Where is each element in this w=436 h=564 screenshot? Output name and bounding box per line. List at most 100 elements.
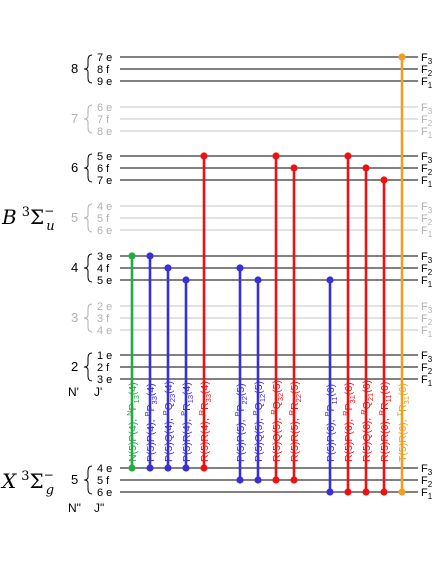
lower-j-axis-label: J" bbox=[94, 501, 104, 515]
transition-label: P(5)R(4), PR13(4) bbox=[179, 382, 195, 462]
upper-j-label: 6 e bbox=[97, 225, 112, 237]
upper-n-label: 4 bbox=[71, 260, 78, 275]
upper-f-label: F3 bbox=[421, 151, 433, 165]
transition-1 bbox=[128, 252, 136, 472]
transition-upper-dot bbox=[146, 252, 154, 260]
upper-n-axis-label: N' bbox=[68, 385, 79, 399]
transition-lower-dot bbox=[344, 488, 352, 496]
lower-f-label: F1 bbox=[421, 487, 433, 501]
transition-label: P(5)Q(4), PQ23(4) bbox=[161, 381, 177, 462]
upper-n-label: 7 bbox=[71, 111, 78, 126]
upper-f-label: F3 bbox=[421, 301, 433, 315]
transition-lower-dot bbox=[236, 476, 244, 484]
upper-group-n7: 7 6 e F3 7 f F2 8 e F1 bbox=[71, 102, 433, 140]
upper-f-label: F1 bbox=[421, 126, 433, 140]
upper-brace bbox=[83, 54, 93, 84]
upper-brace bbox=[83, 253, 93, 283]
upper-brace bbox=[83, 203, 93, 233]
transition-upper-dot bbox=[182, 276, 190, 284]
upper-j-label: 7 e bbox=[97, 175, 112, 187]
transition-upper-dot bbox=[290, 164, 298, 172]
upper-state-label: B 3Σ− u bbox=[1, 204, 55, 234]
transition-11 bbox=[344, 152, 352, 496]
upper-j-label: 3 f bbox=[97, 313, 110, 325]
transition-upper-dot bbox=[254, 276, 262, 284]
lower-brace bbox=[83, 465, 93, 495]
upper-f-label: F2 bbox=[421, 213, 433, 227]
upper-j-label: 5 f bbox=[97, 213, 110, 225]
transition-label: R(5)Q(5), RQ32(5) bbox=[269, 380, 285, 462]
transition-upper-dot bbox=[236, 264, 244, 272]
upper-f-label: F3 bbox=[421, 52, 433, 66]
upper-f-label: F2 bbox=[421, 263, 433, 277]
lower-f-label: F2 bbox=[421, 475, 433, 489]
transition-lower-dot bbox=[200, 464, 208, 472]
transition-upper-dot bbox=[362, 164, 370, 172]
upper-j-label: 6 e bbox=[97, 102, 112, 114]
transition-label: P(5)Q(5), PQ12(5) bbox=[251, 381, 267, 462]
upper-j-label: 3 e bbox=[97, 374, 112, 386]
transition-13 bbox=[380, 176, 388, 496]
transition-10 bbox=[326, 276, 334, 496]
upper-j-label: 2 e bbox=[97, 301, 112, 313]
upper-group-n3: 3 2 e F3 3 f F2 4 e F1 bbox=[71, 301, 433, 339]
transition-4 bbox=[182, 276, 190, 472]
transition-upper-dot bbox=[326, 276, 334, 284]
transition-lower-dot bbox=[398, 488, 406, 496]
transition-lower-dot bbox=[362, 488, 370, 496]
upper-j-label: 4 f bbox=[97, 263, 110, 275]
transition-label: R(5)R(6), RR11(6) bbox=[377, 382, 393, 462]
upper-f-label: F2 bbox=[421, 114, 433, 128]
upper-f-label: F1 bbox=[421, 374, 433, 388]
transition-14 bbox=[398, 53, 406, 496]
upper-j-label: 2 f bbox=[97, 362, 110, 374]
upper-j-axis-label: J' bbox=[94, 385, 102, 399]
transition-lower-dot bbox=[380, 488, 388, 496]
upper-n-label: 5 bbox=[71, 210, 78, 225]
transition-7 bbox=[254, 276, 262, 484]
upper-group-n6: 6 5 e F3 6 f F2 7 e F1 bbox=[71, 151, 433, 189]
transition-label: R(5)R(5), RR22(5) bbox=[287, 381, 303, 462]
transition-12 bbox=[362, 164, 370, 496]
upper-n-label: 3 bbox=[71, 310, 78, 325]
transition-lower-dot bbox=[290, 476, 298, 484]
upper-f-label: F2 bbox=[421, 64, 433, 78]
upper-brace bbox=[83, 303, 93, 333]
upper-f-label: F3 bbox=[421, 102, 433, 116]
transition-lower-dot bbox=[146, 464, 154, 472]
upper-j-label: 4 e bbox=[97, 201, 112, 213]
upper-j-label: 1 e bbox=[97, 350, 112, 362]
upper-f-label: F1 bbox=[421, 175, 433, 189]
transition-lower-dot bbox=[182, 464, 190, 472]
transition-label: P(5)P(5), PP22(5) bbox=[233, 383, 249, 462]
lower-n-label: 5 bbox=[71, 472, 78, 487]
upper-n-label: 6 bbox=[71, 160, 78, 175]
lower-f-label: F3 bbox=[421, 463, 433, 477]
lower-j-label: 4 e bbox=[97, 463, 112, 475]
transition-upper-dot bbox=[344, 152, 352, 160]
transition-5 bbox=[200, 152, 208, 472]
upper-f-label: F2 bbox=[421, 313, 433, 327]
upper-group-n2: 2 1 e F3 2 f F2 3 e F1 bbox=[71, 350, 433, 388]
upper-j-label: 5 e bbox=[97, 151, 112, 163]
transition-lower-dot bbox=[272, 476, 280, 484]
transition-lower-dot bbox=[254, 476, 262, 484]
upper-f-label: F2 bbox=[421, 163, 433, 177]
lower-n-axis-label: N" bbox=[68, 501, 81, 515]
upper-group-n4: 4 3 e F3 4 f F2 5 e F1 bbox=[71, 251, 433, 289]
upper-f-label: F3 bbox=[421, 251, 433, 265]
upper-f-label: F1 bbox=[421, 76, 433, 90]
upper-n-label: 2 bbox=[71, 359, 78, 374]
upper-j-label: 7 e bbox=[97, 52, 112, 64]
transition-9 bbox=[290, 164, 298, 484]
upper-n-label: 8 bbox=[71, 61, 78, 76]
transition-6 bbox=[236, 264, 244, 484]
transition-2 bbox=[146, 252, 154, 472]
transition-label: R(5)R(4), RR33(4) bbox=[197, 381, 213, 462]
transition-8 bbox=[272, 152, 280, 484]
lower-j-label: 5 f bbox=[97, 475, 110, 487]
transition-lower-dot bbox=[164, 464, 172, 472]
upper-f-label: F2 bbox=[421, 362, 433, 376]
